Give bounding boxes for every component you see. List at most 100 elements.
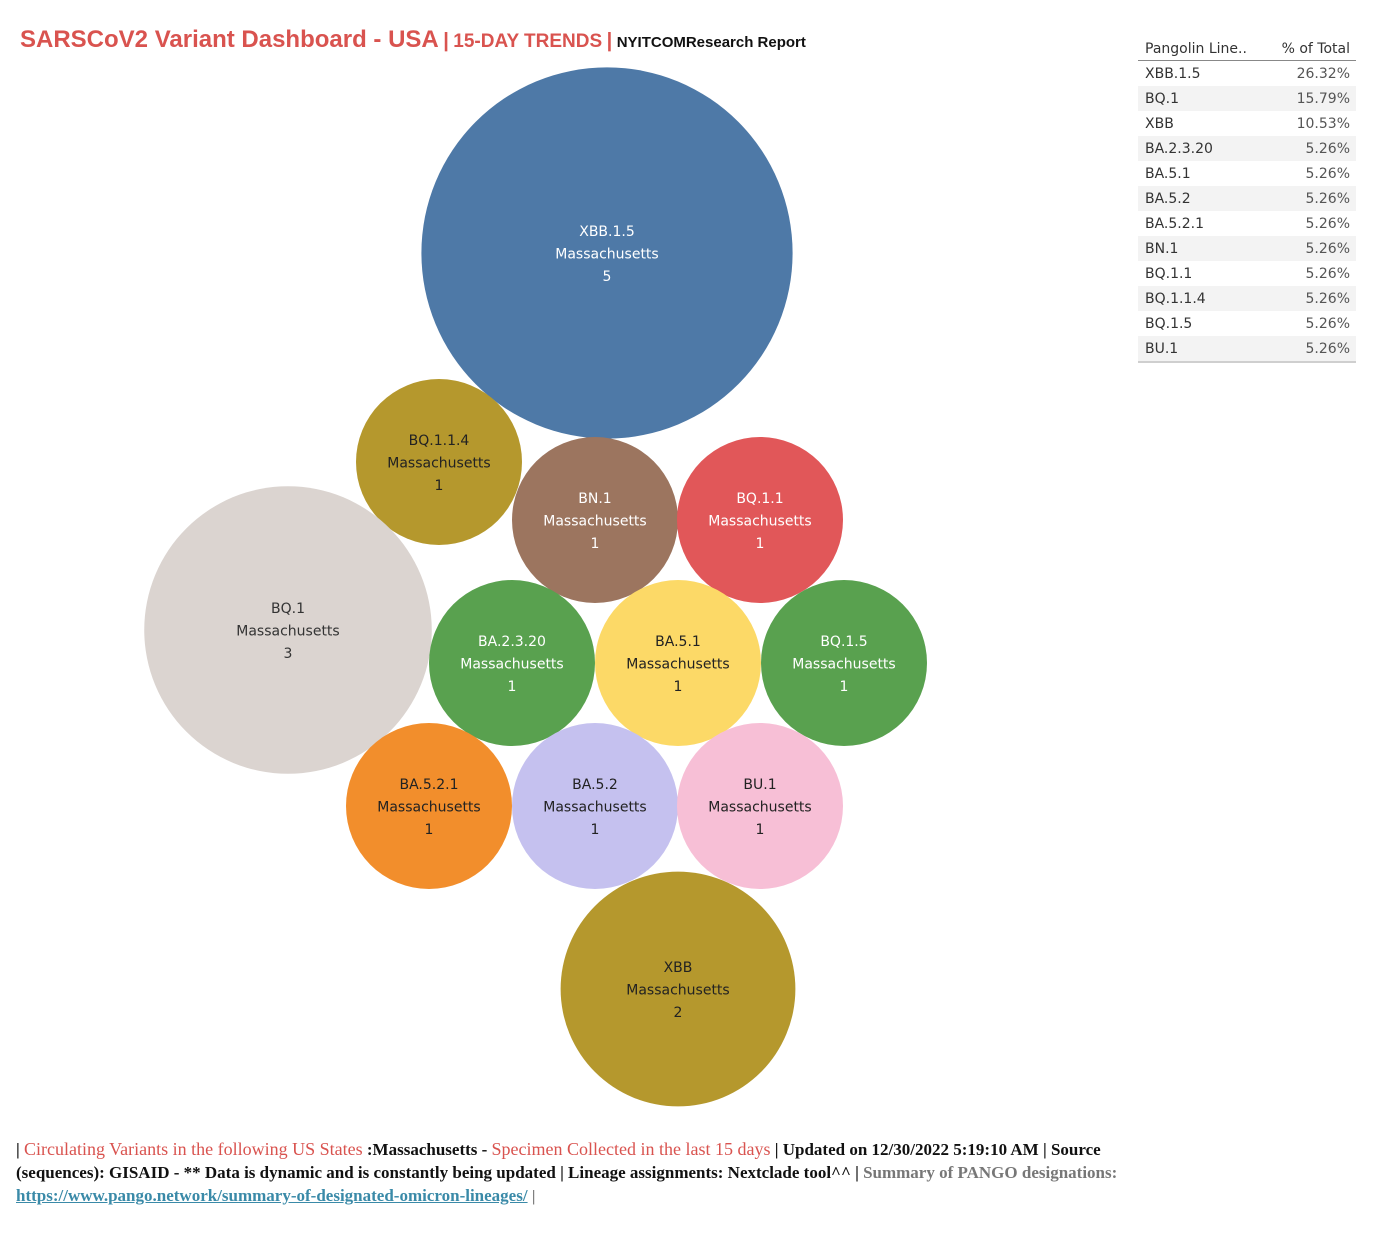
bubble-label-lineage: BQ.1 bbox=[271, 601, 305, 617]
bubble-circle[interactable] bbox=[761, 580, 927, 746]
table-cell-lineage: BA.5.1 bbox=[1145, 165, 1191, 182]
bubble-bn-1[interactable]: BN.1 Massachusetts 1 bbox=[512, 437, 678, 603]
table-cell-lineage: BA.2.3.20 bbox=[1138, 136, 1266, 161]
bubble-label-lineage: BQ.1.1 bbox=[736, 491, 783, 507]
bubble-xbb-1-5[interactable]: XBB.1.5 Massachusetts 5 bbox=[421, 67, 793, 439]
bubble-label-state: Massachusetts bbox=[460, 657, 563, 673]
bubble-label-count: 1 bbox=[435, 478, 444, 494]
table-cell-lineage: BQ.1.1.4 bbox=[1138, 286, 1266, 311]
bubble-circle[interactable] bbox=[346, 723, 512, 889]
table-row[interactable]: BU.1 5.26% bbox=[1138, 336, 1356, 363]
table-row[interactable]: XBB.1.5 26.32% bbox=[1138, 61, 1356, 87]
bubble-label-lineage: BN.1 bbox=[578, 491, 611, 507]
bubble-circle[interactable] bbox=[421, 67, 793, 439]
bubble-label-state: Massachusetts bbox=[626, 657, 729, 673]
table-header-lineage[interactable]: Pangolin Line.. bbox=[1138, 38, 1266, 61]
footer-pango-link[interactable]: https://www.pango.network/summary-of-des… bbox=[16, 1186, 528, 1205]
bubble-label-state: Massachusetts bbox=[387, 456, 490, 472]
bubble-label-lineage: XBB bbox=[664, 960, 693, 976]
title-separator-1: | bbox=[443, 30, 449, 52]
table-row[interactable]: BN.1 5.26% bbox=[1138, 236, 1356, 261]
bubble-label-lineage: BU.1 bbox=[743, 777, 776, 793]
table-cell-lineage: BA.5.2.1 bbox=[1145, 215, 1205, 232]
table-cell-percent: 10.53% bbox=[1296, 115, 1350, 132]
bubble-ba-2-3-20[interactable]: BA.2.3.20 Massachusetts 1 bbox=[429, 580, 595, 746]
table-cell-lineage: XBB.1.5 bbox=[1145, 65, 1201, 82]
bubble-label-state: Massachusetts bbox=[792, 657, 895, 673]
table-row[interactable]: BQ.1.1 5.26% bbox=[1138, 261, 1356, 286]
table-row[interactable]: BA.5.2.1 5.26% bbox=[1138, 211, 1356, 236]
table-row[interactable]: BA.5.2 5.26% bbox=[1138, 186, 1356, 211]
table-cell-percent: 5.26% bbox=[1265, 136, 1356, 161]
table-cell-percent: 5.26% bbox=[1305, 265, 1350, 282]
table-cell-percent: 26.32% bbox=[1296, 65, 1350, 82]
bubble-label-count: 1 bbox=[591, 822, 600, 838]
bubble-label-count: 1 bbox=[756, 536, 765, 552]
bubble-label-lineage: BA.5.2 bbox=[572, 777, 618, 793]
table-row[interactable]: BQ.1 15.79% bbox=[1138, 86, 1356, 111]
bubble-label-lineage: BA.5.2.1 bbox=[399, 777, 458, 793]
table-cell-lineage: BQ.1 bbox=[1138, 86, 1266, 111]
bubble-ba-5-2[interactable]: BA.5.2 Massachusetts 1 bbox=[512, 723, 678, 889]
bubble-ba-5-1[interactable]: BA.5.1 Massachusetts 1 bbox=[595, 580, 761, 746]
table-header-percent[interactable]: % of Total bbox=[1265, 38, 1356, 61]
bubble-circle[interactable] bbox=[677, 723, 843, 889]
bubble-circle[interactable] bbox=[677, 437, 843, 603]
table-cell-lineage: BA.5.2 bbox=[1138, 186, 1266, 211]
table-row[interactable]: BA.2.3.20 5.26% bbox=[1138, 136, 1356, 161]
footer-pipe-start: | bbox=[16, 1140, 20, 1159]
table-cell-lineage: XBB bbox=[1145, 115, 1174, 132]
table-cell-percent: 5.26% bbox=[1305, 215, 1350, 232]
bubble-label-count: 1 bbox=[591, 536, 600, 552]
dashboard-title: SARSCoV2 Variant Dashboard - USA | 15-DA… bbox=[20, 26, 806, 54]
table-row[interactable]: BA.5.1 5.26% bbox=[1138, 161, 1356, 186]
bubble-label-state: Massachusetts bbox=[236, 624, 339, 640]
table-cell-percent: 5.26% bbox=[1305, 165, 1350, 182]
bubble-circle[interactable] bbox=[144, 486, 432, 774]
bubble-label-lineage: BA.2.3.20 bbox=[478, 634, 546, 650]
bubble-xbb[interactable]: XBB Massachusetts 2 bbox=[560, 871, 796, 1107]
title-report: NYITCOMResearch Report bbox=[616, 34, 806, 51]
table-cell-lineage: BQ.1.1 bbox=[1145, 265, 1193, 282]
title-separator-2: | bbox=[606, 30, 613, 52]
bubble-bq-1-1-4[interactable]: BQ.1.1.4 Massachusetts 1 bbox=[356, 379, 522, 545]
bubble-label-state: Massachusetts bbox=[626, 983, 729, 999]
bubble-label-lineage: BQ.1.5 bbox=[820, 634, 867, 650]
bubble-circle[interactable] bbox=[595, 580, 761, 746]
bubble-bq-1[interactable]: BQ.1 Massachusetts 3 bbox=[144, 486, 432, 774]
bubble-label-state: Massachusetts bbox=[708, 514, 811, 530]
bubble-label-count: 1 bbox=[508, 679, 517, 695]
bubble-circle[interactable] bbox=[429, 580, 595, 746]
bubble-label-count: 5 bbox=[603, 269, 612, 285]
table-cell-lineage: BU.1 bbox=[1138, 336, 1266, 363]
table-row[interactable]: BQ.1.1.4 5.26% bbox=[1138, 286, 1356, 311]
bubble-label-count: 1 bbox=[674, 679, 683, 695]
bubble-label-count: 3 bbox=[284, 646, 293, 662]
bubble-chart: XBB.1.5 Massachusetts 5 BQ.1.1.4 Massachuset… bbox=[144, 67, 927, 1107]
bubble-bq-1-1[interactable]: BQ.1.1 Massachusetts 1 bbox=[677, 437, 843, 603]
bubble-ba-5-2-1[interactable]: BA.5.2.1 Massachusetts 1 bbox=[346, 723, 512, 889]
bubble-bq-1-5[interactable]: BQ.1.5 Massachusetts 1 bbox=[761, 580, 927, 746]
bubble-label-lineage: BA.5.1 bbox=[655, 634, 701, 650]
bubble-circle[interactable] bbox=[512, 437, 678, 603]
bubble-label-state: Massachusetts bbox=[543, 514, 646, 530]
table-cell-lineage: BN.1 bbox=[1138, 236, 1266, 261]
table-row[interactable]: XBB 10.53% bbox=[1138, 111, 1356, 136]
bubble-circle[interactable] bbox=[356, 379, 522, 545]
bubble-circle[interactable] bbox=[560, 871, 796, 1107]
table-cell-percent: 5.26% bbox=[1265, 286, 1356, 311]
footer-notes: | Circulating Variants in the following … bbox=[16, 1138, 1126, 1208]
bubble-label-count: 2 bbox=[674, 1005, 683, 1021]
table-row[interactable]: BQ.1.5 5.26% bbox=[1138, 311, 1356, 336]
bubble-label-count: 1 bbox=[840, 679, 849, 695]
footer-circulating: Circulating Variants in the following US… bbox=[24, 1139, 363, 1159]
bubble-label-state: Massachusetts bbox=[555, 247, 658, 263]
footer-pipe-end: | bbox=[531, 1188, 536, 1205]
bubble-circle[interactable] bbox=[512, 723, 678, 889]
footer-summary: Summary of PANGO designations: bbox=[863, 1163, 1118, 1182]
footer-state: :Massachusetts - bbox=[366, 1140, 488, 1159]
title-main: SARSCoV2 Variant Dashboard - USA bbox=[20, 26, 439, 53]
bubble-bu-1[interactable]: BU.1 Massachusetts 1 bbox=[677, 723, 843, 889]
table-cell-percent: 5.26% bbox=[1265, 336, 1356, 363]
footer-updated: | Updated on 12/30/2022 5:19:10 AM | Sou… bbox=[16, 1140, 1101, 1182]
